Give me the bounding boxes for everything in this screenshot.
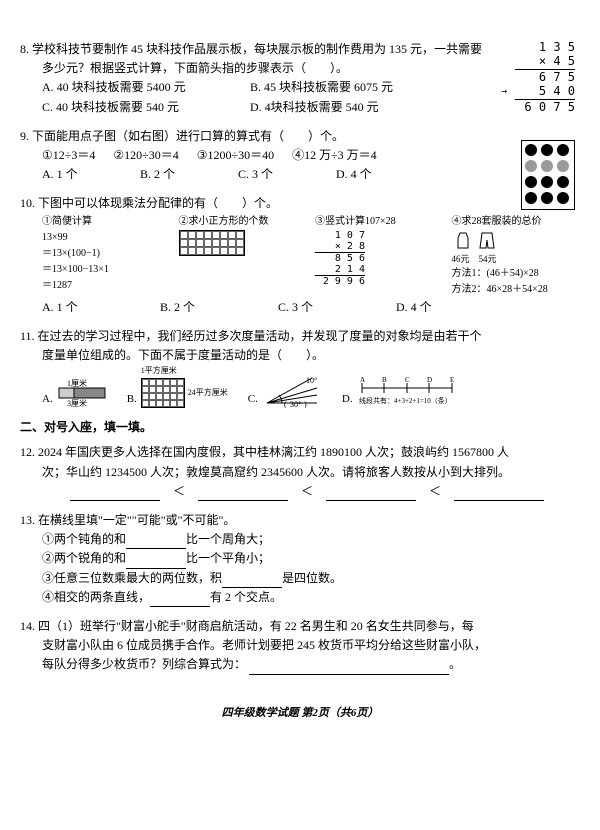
q11-opt-c: C. 10° ( 30° ) (248, 373, 322, 408)
q8-vertical-calc: 1 3 5 × 4 5 6 7 5 5 4 0 → 6 0 7 5 (515, 40, 575, 114)
question-14: 14. 四（1）班举行"财富小舵手"财商启航活动，有 22 名男生和 20 名女… (20, 617, 580, 675)
q9-text: 9. 下面能用点子图（如右图）进行口算的算式有（ ）个。 (20, 127, 580, 146)
svg-text:(: ( (284, 400, 287, 408)
question-8: 8. 学校科技节要制作 45 块科技作品展示板，每块展示板的制作费用为 135 … (20, 40, 580, 117)
question-12: 12. 2024 年国庆更多人选择在国内度假，其中桂林漓江约 1890100 人… (20, 443, 580, 501)
blank[interactable] (126, 534, 186, 549)
calc-l1: 1 3 5 (515, 40, 575, 54)
blank[interactable] (70, 486, 160, 501)
calc-l2: × 4 5 (515, 54, 575, 69)
svg-text:C: C (405, 376, 410, 384)
q10-opt-b: B. 2 个 (160, 298, 260, 317)
clothes-icon (452, 230, 581, 252)
q8-line2: 多少元？根据竖式计算，下面箭头指的步骤表示（ ）。 (20, 59, 580, 78)
q14-t3: 每队分得多少枚货币？列综合算式为： (42, 657, 246, 671)
ruler-icon: 1厘米 3厘米 (57, 378, 107, 408)
q11-opt-b: B. 1平方厘米 24平方厘米 (127, 365, 228, 408)
q12-answer-row: ＜ ＜ ＜ (20, 482, 580, 501)
q10-opt-c: C. 3 个 (278, 298, 378, 317)
question-9: 9. 下面能用点子图（如右图）进行口算的算式有（ ）个。 ①12÷3＝4 ②12… (20, 127, 580, 185)
area-grid-icon (141, 378, 185, 408)
q13-t: 13. 在横线里填"一定""可能"或"不可能"。 (20, 511, 580, 530)
blank[interactable] (126, 554, 186, 569)
svg-text:线段共有：4+3+2+1=10（条）: 线段共有：4+3+2+1=10（条） (359, 396, 452, 405)
svg-text:30°: 30° (290, 400, 301, 408)
q11-t2: 度量单位组成的。下面不属于度量活动的是（ ）。 (20, 346, 580, 365)
blank[interactable] (198, 486, 288, 501)
blank[interactable] (249, 660, 449, 675)
q14-t2: 支财富小队由 6 位成员携手合作。老师计划要把 245 枚货币平均分给这些财富小… (20, 636, 580, 655)
q9-opt-b: B. 2 个 (140, 165, 220, 184)
q11-opt-a: A. 1厘米 3厘米 (42, 378, 107, 408)
q9-c1: ①12÷3＝4 (42, 146, 95, 165)
calc-l3: 6 7 5 (515, 70, 575, 84)
question-10: 10. 下图中可以体现乘法分配律的有（ ）个。 ①简便计算 13×99 ＝13×… (20, 194, 580, 317)
q10-col4: ④求28套服装的总价 46元 54元 方法1：(46＋54)×28 方法2：46… (452, 214, 581, 298)
question-13: 13. 在横线里填"一定""可能"或"不可能"。 ①两个钝角的和比一个周角大； … (20, 511, 580, 607)
section-2-heading: 二、对号入座，填一填。 (20, 418, 580, 437)
angle-icon: 10° ( 30° ) (262, 373, 322, 408)
q10-opt-a: A. 1 个 (42, 298, 142, 317)
svg-text:3厘米: 3厘米 (67, 398, 87, 408)
page-footer: 四年级数学试题 第2页（共6页） (20, 705, 580, 723)
q10-col2: ②求小正方形的个数 (179, 214, 308, 298)
q8-opt-a: A. 40 块科技板需要 5400 元 (42, 78, 232, 97)
q10-text: 10. 下图中可以体现乘法分配律的有（ ）个。 (20, 194, 580, 213)
q9-c2: ②120÷30＝4 (113, 146, 178, 165)
blank[interactable] (454, 486, 544, 501)
q11-opt-d: D. A B C D E 线段共有：4+3+2+1=10（条） (342, 373, 457, 408)
blank[interactable] (326, 486, 416, 501)
q12-t1: 12. 2024 年国庆更多人选择在国内度假，其中桂林漓江约 1890100 人… (20, 443, 580, 462)
segment-icon: A B C D E 线段共有：4+3+2+1=10（条） (357, 373, 457, 408)
arrow-icon: → (501, 86, 507, 98)
svg-text:A: A (360, 376, 365, 384)
q8-opt-c: C. 40 块科技板需要 540 元 (42, 98, 232, 117)
calc-l4: 5 4 0 → (515, 84, 575, 99)
svg-text:B: B (382, 376, 387, 384)
q10-opt-d: D. 4 个 (396, 298, 432, 317)
exam-page: 8. 学校科技节要制作 45 块科技作品展示板，每块展示板的制作费用为 135 … (0, 0, 600, 830)
q8-line1: 8. 学校科技节要制作 45 块科技作品展示板，每块展示板的制作费用为 135 … (20, 40, 580, 59)
q9-c4: ④12 万÷3 万＝4 (292, 146, 377, 165)
svg-text:1厘米: 1厘米 (67, 378, 87, 388)
q10-col3: ③竖式计算107×28 1 0 7 × 2 8 8 5 6 2 1 4 2 9 … (315, 214, 444, 298)
q11-t1: 11. 在过去的学习过程中，我们经历过多次度量活动，并发现了度量的对象均是由若干… (20, 327, 580, 346)
question-11: 11. 在过去的学习过程中，我们经历过多次度量活动，并发现了度量的对象均是由若干… (20, 327, 580, 408)
q8-opt-d: D. 4块科技板需要 540 元 (250, 98, 379, 117)
svg-text:E: E (450, 376, 454, 384)
q9-opt-c: C. 3 个 (238, 165, 318, 184)
q9-opt-d: D. 4 个 (336, 165, 372, 184)
svg-text:D: D (427, 376, 432, 384)
q9-c3: ③1200÷30＝40 (197, 146, 274, 165)
calc-l5: 6 0 7 5 (515, 100, 575, 114)
q10-col1: ①简便计算 13×99 ＝13×(100−1) ＝13×100−13×1 ＝12… (42, 214, 171, 298)
dot-grid-icon (521, 140, 575, 210)
blank[interactable] (222, 573, 282, 588)
q9-opt-a: A. 1 个 (42, 165, 122, 184)
blank[interactable] (150, 592, 210, 607)
svg-text:10°: 10° (306, 376, 317, 385)
q14-t1: 14. 四（1）班举行"财富小舵手"财商启航活动，有 22 名男生和 20 名女… (20, 617, 580, 636)
svg-text:): ) (304, 400, 307, 408)
q8-opt-b: B. 45 块科技板需要 6075 元 (250, 78, 393, 97)
grid-rect-icon (179, 230, 245, 256)
q12-t2: 次；华山约 1234500 人次；敦煌莫高窟约 2345600 人次。请将旅客人… (20, 463, 580, 482)
